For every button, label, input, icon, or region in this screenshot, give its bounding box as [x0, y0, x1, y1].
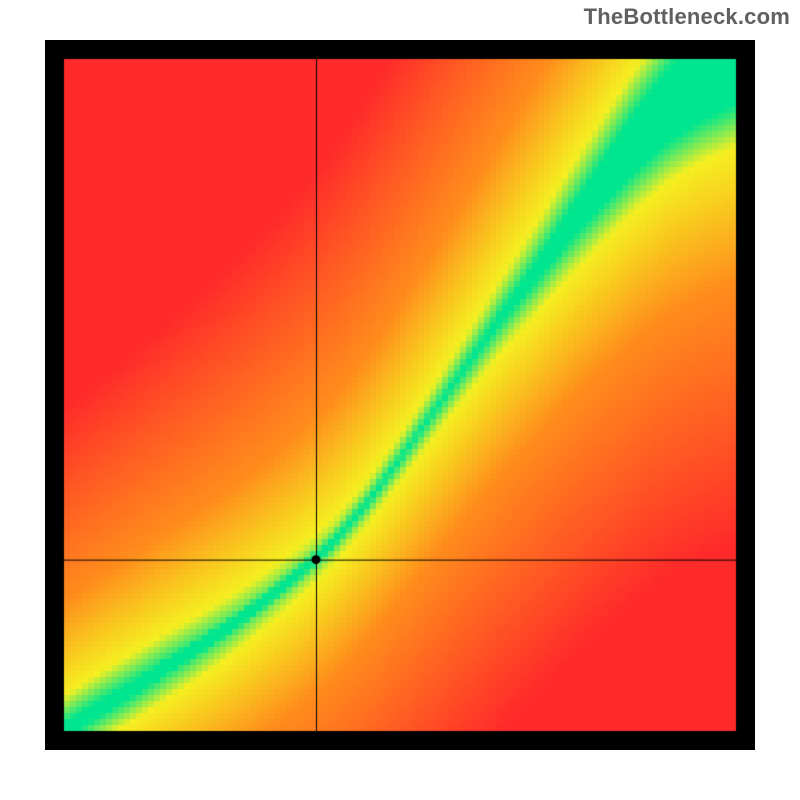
- heatmap-canvas: [45, 40, 755, 750]
- watermark: TheBottleneck.com: [584, 4, 790, 30]
- heatmap-plot: [45, 40, 755, 750]
